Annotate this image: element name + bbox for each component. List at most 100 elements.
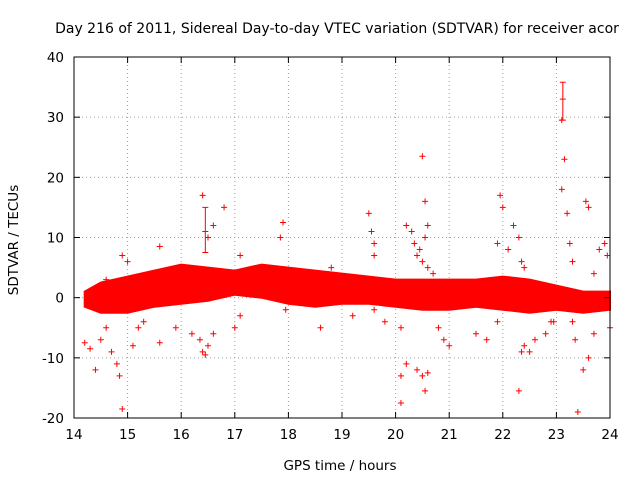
data-point [510, 222, 517, 229]
data-point [282, 306, 289, 313]
data-point [518, 258, 525, 265]
x-axis-label: GPS time / hours [283, 458, 396, 474]
data-point [446, 342, 453, 349]
y-tick-label: 10 [47, 231, 64, 247]
tick-labels: 14 15 16 17 18 19 20 21 22 23 24 -20 -10 0 10 20 30 40 [42, 50, 619, 443]
data-point [542, 330, 549, 337]
data-point [566, 240, 573, 247]
data-point [422, 387, 429, 394]
data-point [430, 270, 437, 277]
data-point [590, 330, 597, 337]
data-point [580, 366, 587, 373]
data-point [497, 192, 504, 199]
data-point [521, 342, 528, 349]
data-point [210, 222, 217, 229]
x-tick-label: 23 [548, 427, 565, 443]
data-point [408, 228, 415, 235]
data-point [172, 324, 179, 331]
data-point [124, 258, 131, 265]
data-point [135, 324, 142, 331]
x-tick-label: 17 [226, 427, 243, 443]
data-point [419, 258, 426, 265]
data-point [574, 408, 581, 415]
data-point [424, 222, 431, 229]
x-tick-label: 20 [387, 427, 404, 443]
data-point [205, 342, 211, 349]
data-point [371, 306, 378, 313]
data-point [473, 330, 479, 337]
data-point [119, 252, 126, 259]
axis-ticks [73, 56, 611, 419]
data-point [397, 372, 404, 379]
data-point [564, 210, 571, 217]
data-point [365, 210, 372, 217]
data-point [87, 345, 94, 352]
data-point [572, 336, 579, 343]
data-point [116, 372, 123, 379]
data-point [440, 336, 447, 343]
data-point [202, 351, 209, 358]
data-point [416, 246, 423, 253]
y-tick-label: 30 [47, 110, 64, 126]
error-bars [202, 81, 566, 254]
data-point [550, 318, 557, 325]
data-point [601, 240, 608, 247]
data-point [221, 204, 228, 211]
x-tick-label: 22 [494, 427, 511, 443]
data-point [596, 246, 603, 253]
data-point [196, 336, 203, 343]
data-point [424, 264, 431, 271]
data-point [411, 240, 418, 247]
x-tick-label: 18 [280, 427, 297, 443]
data-point [108, 348, 115, 355]
x-tick-label: 21 [441, 427, 458, 443]
data-point [103, 324, 110, 331]
data-point [582, 198, 589, 205]
data-point [371, 240, 378, 247]
data-point [119, 405, 126, 412]
data-point [531, 336, 538, 343]
data-point [199, 348, 206, 355]
error-bar [202, 206, 209, 254]
data-point [237, 252, 244, 259]
data-point [569, 258, 576, 265]
data-point [515, 234, 522, 241]
data-point [92, 366, 99, 373]
data-point [205, 234, 211, 241]
data-point [561, 156, 568, 163]
chart-title: Day 216 of 2011, Sidereal Day-to-day VTE… [55, 21, 619, 37]
data-point [156, 339, 163, 346]
error-bar [559, 81, 566, 121]
x-tick-label: 19 [333, 427, 350, 443]
data-points [81, 117, 613, 415]
data-point [103, 276, 110, 283]
data-point [422, 198, 429, 205]
data-point [505, 246, 512, 253]
x-tick-label: 16 [173, 427, 190, 443]
data-point [113, 360, 120, 367]
data-point [188, 330, 195, 337]
data-point [558, 186, 565, 193]
data-point [231, 324, 238, 331]
y-axis-label: SDTVAR / TECUs [6, 185, 22, 295]
data-point [97, 336, 104, 343]
data-point [604, 252, 611, 259]
data-point [368, 228, 375, 235]
data-point [585, 204, 592, 211]
data-point [277, 234, 284, 241]
data-point [156, 243, 163, 250]
x-tick-label: 14 [65, 427, 82, 443]
data-point [422, 234, 429, 241]
y-tick-label: -20 [42, 411, 64, 427]
data-point [414, 366, 421, 373]
data-point [483, 336, 490, 343]
y-tick-label: 40 [47, 50, 64, 66]
data-point [237, 312, 244, 319]
data-point [515, 387, 522, 394]
data-point [371, 252, 378, 259]
x-tick-label: 15 [119, 427, 136, 443]
data-point [569, 318, 576, 325]
data-point [140, 318, 147, 325]
